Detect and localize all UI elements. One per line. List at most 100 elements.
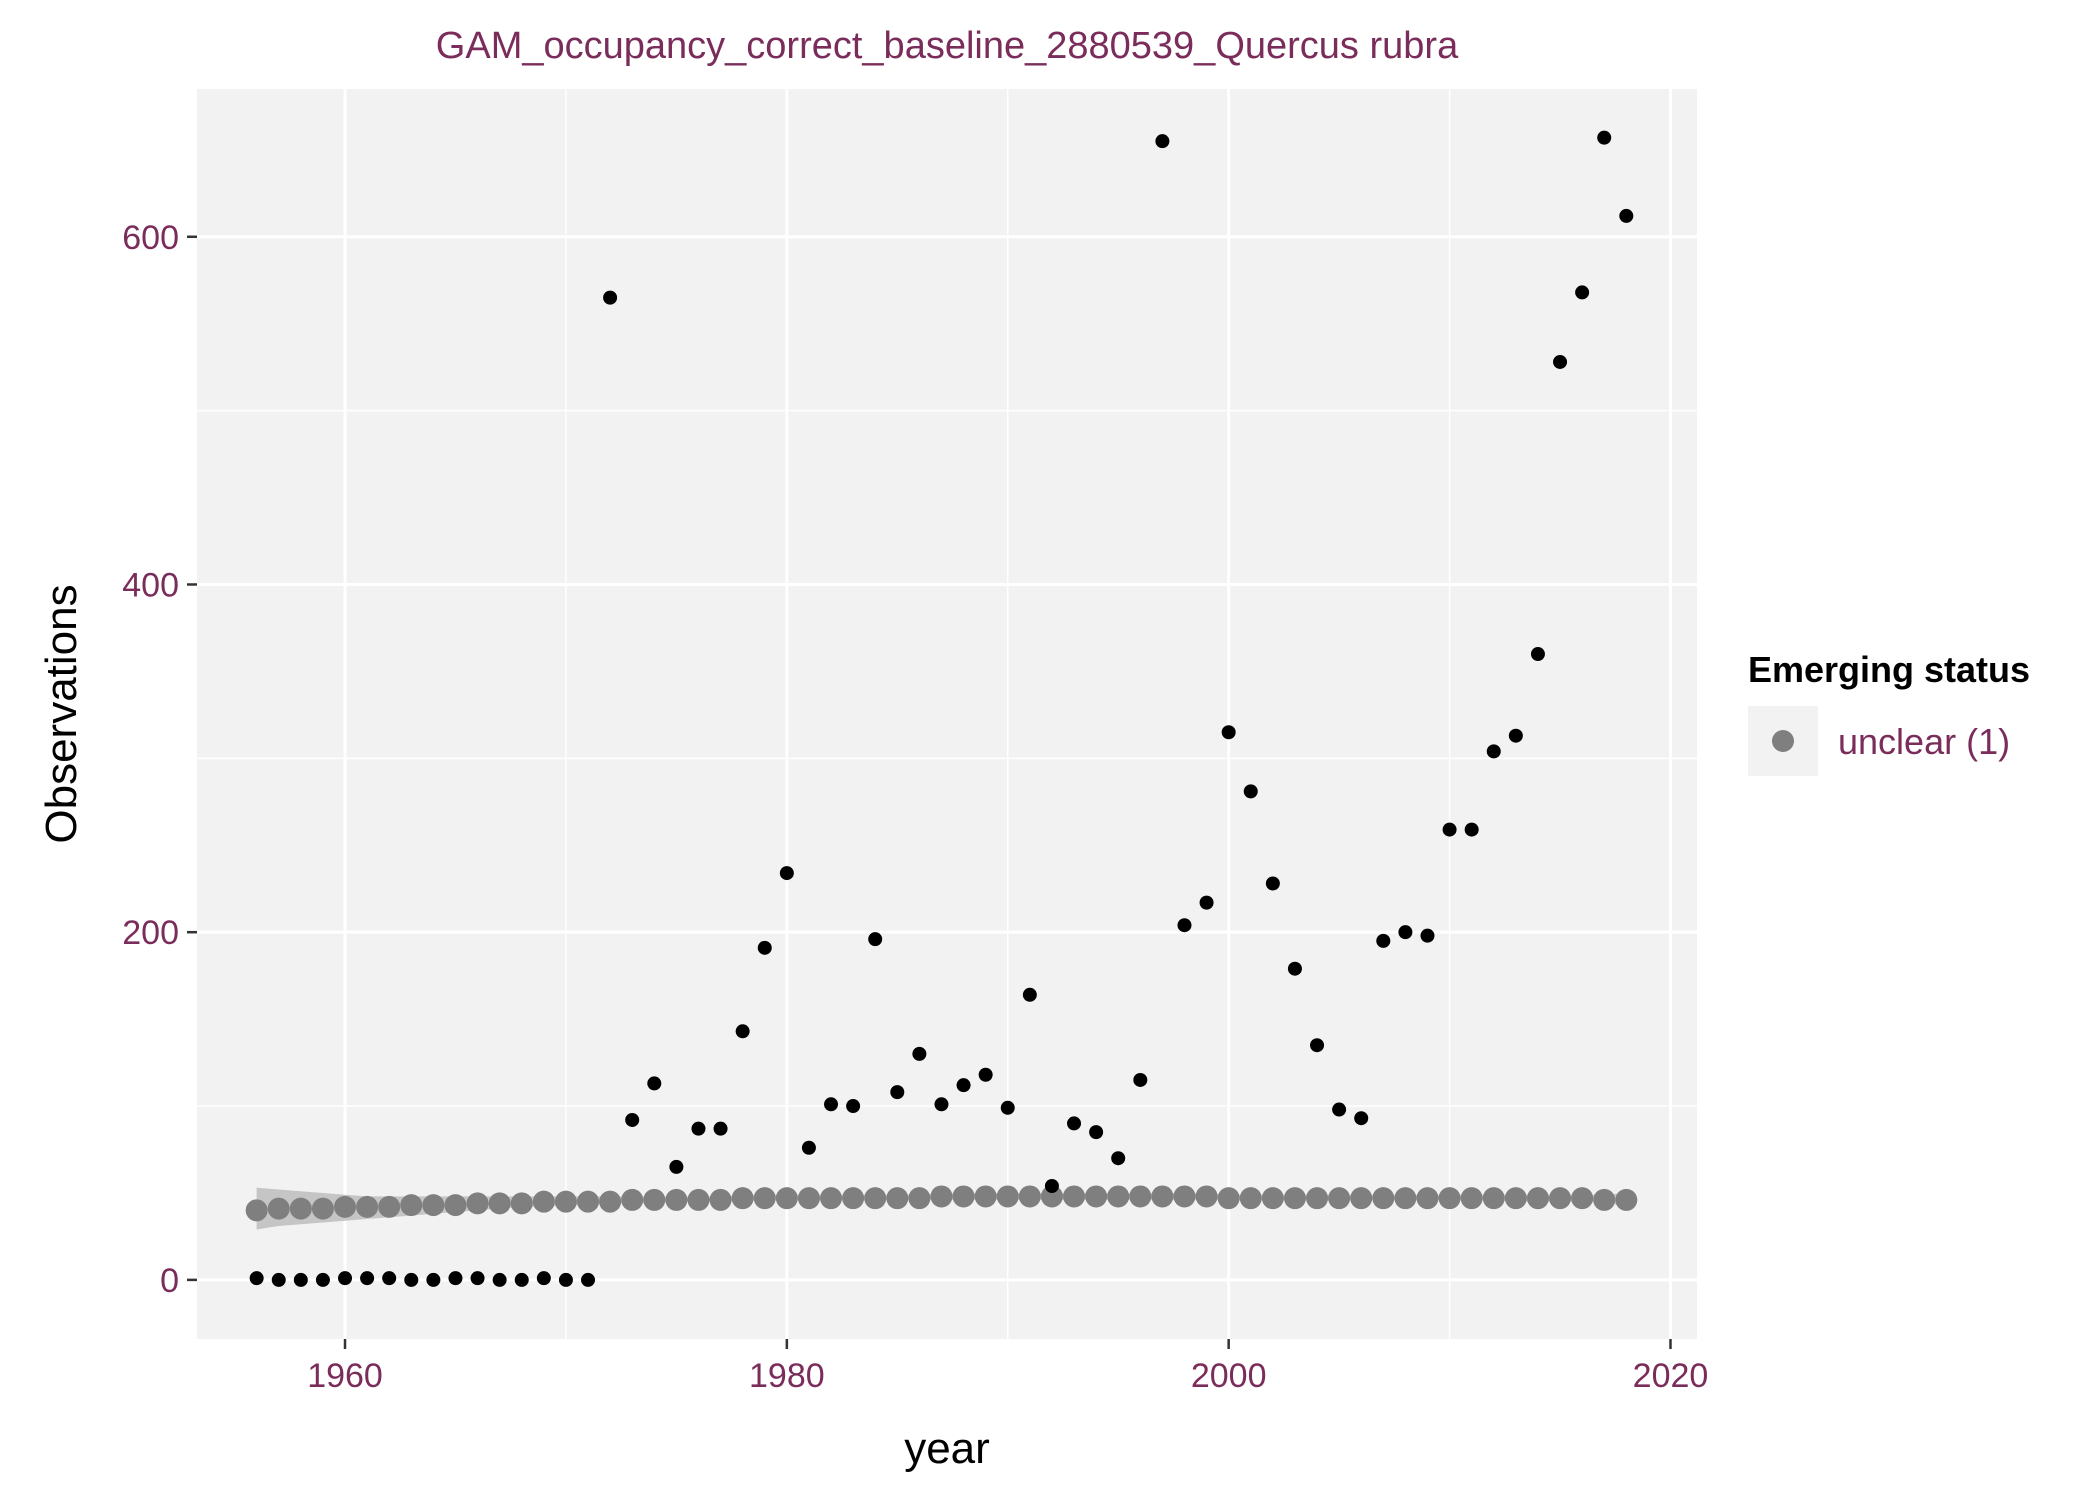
y-axis-title: Observations	[37, 584, 86, 843]
observation-point	[691, 1121, 706, 1136]
grid-major	[197, 89, 1697, 1339]
fit-point	[621, 1188, 644, 1211]
grid-minor	[197, 89, 1697, 1339]
fit-point	[930, 1185, 953, 1208]
observation-point	[1199, 895, 1214, 910]
legend: Emerging status unclear (1)	[1748, 649, 2030, 776]
fit-point	[1328, 1187, 1351, 1210]
fit-point	[864, 1187, 887, 1210]
fit-point	[466, 1192, 489, 1215]
observation-point	[1177, 918, 1192, 933]
fit-point	[1018, 1185, 1041, 1208]
observation-point	[382, 1271, 397, 1286]
x-tick-label: 1960	[307, 1357, 383, 1395]
fit-point	[952, 1185, 975, 1208]
fit-point	[422, 1194, 445, 1217]
y-tick-label: 0	[160, 1262, 179, 1300]
fit-point	[1593, 1188, 1616, 1211]
observation-point	[1221, 725, 1236, 740]
fit-point	[996, 1185, 1019, 1208]
fit-point	[842, 1187, 865, 1210]
fit-point	[510, 1192, 533, 1215]
fit-point	[1394, 1187, 1417, 1210]
x-tick-label: 2000	[1191, 1357, 1267, 1395]
observation-point	[735, 1024, 750, 1039]
fit-confidence-ribbon	[256, 1187, 1627, 1230]
observation-point	[536, 1271, 551, 1286]
fit-point	[1372, 1187, 1395, 1210]
fit-point	[1085, 1185, 1108, 1208]
y-tick-label: 600	[122, 219, 179, 257]
fit-point	[731, 1187, 754, 1210]
fit-point	[1438, 1187, 1461, 1210]
observation-point	[404, 1272, 419, 1287]
observation-point	[1044, 1179, 1059, 1194]
x-axis-title: year	[904, 1424, 990, 1473]
fit-point	[775, 1187, 798, 1210]
observation-point	[1022, 987, 1037, 1002]
fit-point	[974, 1185, 997, 1208]
observation-point	[1597, 130, 1612, 145]
fit-point	[687, 1188, 710, 1211]
observation-point	[1376, 933, 1391, 948]
fit-point	[400, 1194, 423, 1217]
observation-point	[1398, 925, 1413, 940]
fit-point	[1306, 1187, 1329, 1210]
fit-point	[289, 1197, 312, 1220]
observation-point	[603, 290, 618, 305]
observation-point	[1155, 134, 1170, 149]
observation-point	[315, 1272, 330, 1287]
observation-point	[492, 1272, 507, 1287]
fit-point	[1129, 1185, 1152, 1208]
observation-point	[1133, 1072, 1148, 1087]
observation-point	[249, 1271, 264, 1286]
observation-point	[978, 1067, 993, 1082]
y-axis: 0 200 400 600	[122, 219, 197, 1300]
x-axis: 1960 1980 2000 2020	[307, 1339, 1708, 1395]
observation-point	[1310, 1038, 1325, 1053]
fit-point	[1261, 1187, 1284, 1210]
fit-point	[820, 1187, 843, 1210]
observation-point	[1000, 1100, 1015, 1115]
observation-point	[1354, 1111, 1369, 1126]
observation-point	[581, 1272, 596, 1287]
fit-point	[1549, 1187, 1572, 1210]
observation-point	[1508, 728, 1523, 743]
fit-point	[311, 1197, 334, 1220]
observation-point	[956, 1078, 971, 1093]
fit-point	[908, 1187, 931, 1210]
observation-point	[934, 1097, 949, 1112]
observation-point	[846, 1099, 861, 1114]
observation-point	[1111, 1151, 1126, 1166]
observation-point	[669, 1159, 684, 1174]
fit-points	[245, 1185, 1638, 1222]
fit-point	[1151, 1185, 1174, 1208]
fit-point	[599, 1190, 622, 1213]
fit-point	[267, 1197, 290, 1220]
observation-point	[558, 1272, 573, 1287]
observation-point	[1442, 822, 1457, 837]
observation-point	[293, 1272, 308, 1287]
observation-point	[1464, 822, 1479, 837]
legend-key-point	[1772, 730, 1794, 752]
y-tick-label: 200	[122, 914, 179, 952]
observation-point	[360, 1271, 375, 1286]
fit-point	[356, 1195, 379, 1218]
x-tick-label: 1980	[749, 1357, 825, 1395]
fit-point	[643, 1188, 666, 1211]
observation-point	[890, 1085, 905, 1100]
observation-point	[1530, 647, 1545, 662]
fit-point	[1217, 1187, 1240, 1210]
fit-point	[1416, 1187, 1439, 1210]
fit-point	[1040, 1185, 1063, 1208]
x-tick-label: 2020	[1633, 1357, 1709, 1395]
observation-point	[912, 1046, 927, 1061]
observation-points	[249, 130, 1634, 1287]
fit-point	[1283, 1187, 1306, 1210]
observation-point	[757, 940, 772, 955]
observation-point	[779, 866, 794, 881]
observation-point	[1619, 208, 1634, 223]
fit-point	[797, 1187, 820, 1210]
observation-point	[868, 932, 883, 947]
